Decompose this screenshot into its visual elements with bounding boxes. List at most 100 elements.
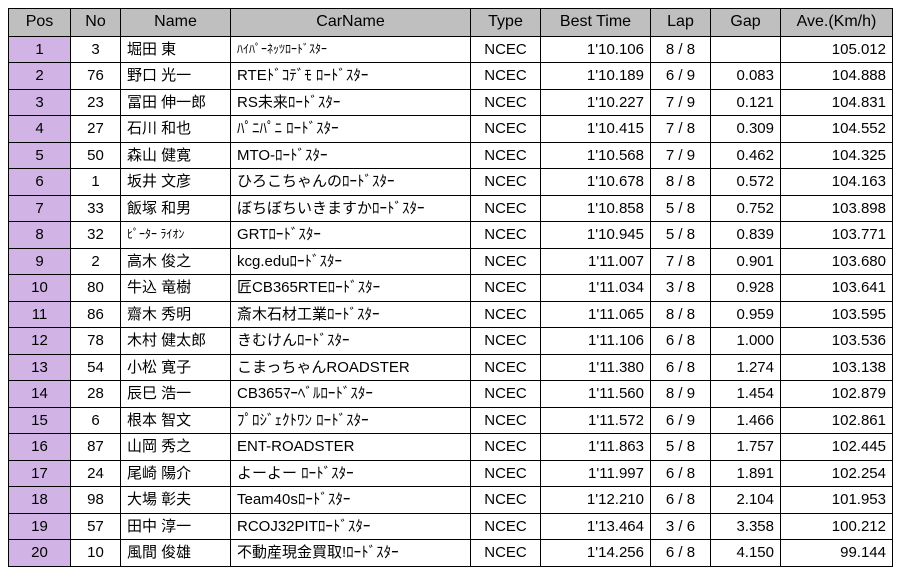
table-row: 1687山岡 秀之ENT-ROADSTERNCEC1'11.8635 / 81.… xyxy=(9,434,893,461)
cell-ave: 102.254 xyxy=(781,460,893,487)
cell-ave: 102.879 xyxy=(781,381,893,408)
cell-pos: 20 xyxy=(9,540,71,567)
cell-car: RS未来ﾛｰﾄﾞｽﾀｰ xyxy=(231,89,471,116)
cell-name: 石川 和也 xyxy=(121,116,231,143)
cell-best-time: 1'11.380 xyxy=(541,354,651,381)
table-row: 1354小松 寛子こまっちゃんROADSTERNCEC1'11.3806 / 8… xyxy=(9,354,893,381)
cell-type: NCEC xyxy=(471,487,541,514)
cell-lap: 6 / 9 xyxy=(651,63,711,90)
cell-name: 堀田 東 xyxy=(121,36,231,63)
col-pos: Pos xyxy=(9,9,71,37)
cell-ave: 104.888 xyxy=(781,63,893,90)
cell-lap: 7 / 8 xyxy=(651,116,711,143)
cell-pos: 14 xyxy=(9,381,71,408)
cell-gap: 0.928 xyxy=(711,275,781,302)
cell-gap: 1.466 xyxy=(711,407,781,434)
cell-type: NCEC xyxy=(471,328,541,355)
cell-type: NCEC xyxy=(471,248,541,275)
cell-name: 大場 彰夫 xyxy=(121,487,231,514)
cell-pos: 11 xyxy=(9,301,71,328)
cell-best-time: 1'11.106 xyxy=(541,328,651,355)
table-row: 276野口 光一RTEﾄﾞｺﾃﾞﾓ ﾛｰﾄﾞｽﾀｰNCEC1'10.1896 /… xyxy=(9,63,893,90)
cell-no: 76 xyxy=(71,63,121,90)
cell-best-time: 1'11.065 xyxy=(541,301,651,328)
cell-pos: 2 xyxy=(9,63,71,90)
cell-gap: 4.150 xyxy=(711,540,781,567)
cell-ave: 103.138 xyxy=(781,354,893,381)
cell-pos: 15 xyxy=(9,407,71,434)
cell-gap: 1.757 xyxy=(711,434,781,461)
cell-best-time: 1'10.945 xyxy=(541,222,651,249)
cell-lap: 8 / 9 xyxy=(651,381,711,408)
cell-car: Team40sﾛｰﾄﾞｽﾀｰ xyxy=(231,487,471,514)
table-row: 550森山 健寛MTO-ﾛｰﾄﾞｽﾀｰNCEC1'10.5687 / 90.46… xyxy=(9,142,893,169)
cell-lap: 6 / 8 xyxy=(651,487,711,514)
table-row: 1898大場 彰夫Team40sﾛｰﾄﾞｽﾀｰNCEC1'12.2106 / 8… xyxy=(9,487,893,514)
cell-type: NCEC xyxy=(471,222,541,249)
table-row: 323冨田 伸一郎RS未来ﾛｰﾄﾞｽﾀｰNCEC1'10.2277 / 90.1… xyxy=(9,89,893,116)
cell-ave: 101.953 xyxy=(781,487,893,514)
cell-lap: 6 / 9 xyxy=(651,407,711,434)
cell-no: 1 xyxy=(71,169,121,196)
cell-gap: 0.309 xyxy=(711,116,781,143)
cell-ave: 103.536 xyxy=(781,328,893,355)
cell-lap: 6 / 8 xyxy=(651,540,711,567)
cell-car: RCOJ32PITﾛｰﾄﾞｽﾀｰ xyxy=(231,513,471,540)
cell-lap: 6 / 8 xyxy=(651,460,711,487)
cell-no: 6 xyxy=(71,407,121,434)
cell-car: GRTﾛｰﾄﾞｽﾀｰ xyxy=(231,222,471,249)
cell-name: 冨田 伸一郎 xyxy=(121,89,231,116)
cell-name: 森山 健寛 xyxy=(121,142,231,169)
col-ave: Ave.(Km/h) xyxy=(781,9,893,37)
cell-no: 3 xyxy=(71,36,121,63)
cell-ave: 103.595 xyxy=(781,301,893,328)
cell-name: 高木 俊之 xyxy=(121,248,231,275)
cell-ave: 102.445 xyxy=(781,434,893,461)
table-header: Pos No Name CarName Type Best Time Lap G… xyxy=(9,9,893,37)
cell-best-time: 1'10.189 xyxy=(541,63,651,90)
cell-type: NCEC xyxy=(471,434,541,461)
cell-pos: 10 xyxy=(9,275,71,302)
cell-no: 57 xyxy=(71,513,121,540)
cell-best-time: 1'11.034 xyxy=(541,275,651,302)
cell-ave: 104.163 xyxy=(781,169,893,196)
cell-type: NCEC xyxy=(471,195,541,222)
cell-type: NCEC xyxy=(471,142,541,169)
cell-ave: 103.771 xyxy=(781,222,893,249)
cell-gap: 0.572 xyxy=(711,169,781,196)
cell-car: ENT-ROADSTER xyxy=(231,434,471,461)
cell-gap xyxy=(711,36,781,63)
cell-name: 齋木 秀明 xyxy=(121,301,231,328)
cell-lap: 5 / 8 xyxy=(651,222,711,249)
table-row: 832ﾋﾟｰﾀｰ ﾗｲｵﾝGRTﾛｰﾄﾞｽﾀｰNCEC1'10.9455 / 8… xyxy=(9,222,893,249)
cell-car: 不動産現金買取!ﾛｰﾄﾞｽﾀｰ xyxy=(231,540,471,567)
cell-name: 辰巳 浩一 xyxy=(121,381,231,408)
cell-pos: 12 xyxy=(9,328,71,355)
cell-best-time: 1'10.106 xyxy=(541,36,651,63)
cell-car: CB365ﾏｰﾍﾞﾙﾛｰﾄﾞｽﾀｰ xyxy=(231,381,471,408)
col-car: CarName xyxy=(231,9,471,37)
cell-ave: 102.861 xyxy=(781,407,893,434)
cell-gap: 0.083 xyxy=(711,63,781,90)
col-no: No xyxy=(71,9,121,37)
cell-name: 飯塚 和男 xyxy=(121,195,231,222)
cell-ave: 105.012 xyxy=(781,36,893,63)
cell-best-time: 1'10.227 xyxy=(541,89,651,116)
col-name: Name xyxy=(121,9,231,37)
col-lap: Lap xyxy=(651,9,711,37)
cell-gap: 2.104 xyxy=(711,487,781,514)
cell-best-time: 1'10.678 xyxy=(541,169,651,196)
cell-lap: 8 / 8 xyxy=(651,301,711,328)
cell-pos: 8 xyxy=(9,222,71,249)
cell-best-time: 1'10.415 xyxy=(541,116,651,143)
cell-car: よーよー ﾛｰﾄﾞｽﾀｰ xyxy=(231,460,471,487)
cell-name: 坂井 文彦 xyxy=(121,169,231,196)
cell-no: 78 xyxy=(71,328,121,355)
cell-ave: 103.680 xyxy=(781,248,893,275)
cell-lap: 3 / 8 xyxy=(651,275,711,302)
cell-best-time: 1'10.568 xyxy=(541,142,651,169)
cell-pos: 6 xyxy=(9,169,71,196)
cell-no: 54 xyxy=(71,354,121,381)
cell-car: 斎木石材工業ﾛｰﾄﾞｽﾀｰ xyxy=(231,301,471,328)
cell-lap: 3 / 6 xyxy=(651,513,711,540)
